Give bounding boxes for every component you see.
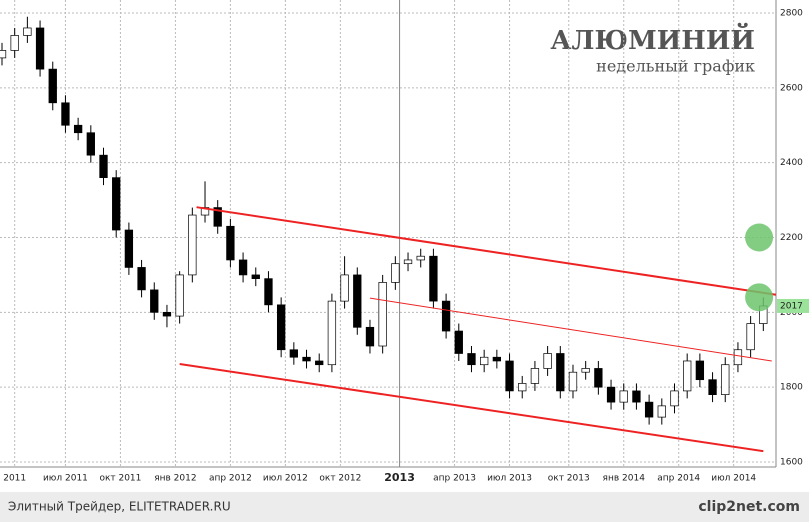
plot-area: 16001800200022002400260028002011июл 2011… — [0, 0, 803, 484]
x-tick-label: июл 2013 — [487, 474, 532, 484]
x-tick-label: окт 2012 — [319, 474, 361, 484]
y-tick-label: 2400 — [780, 158, 803, 168]
y-tick-label: 1600 — [780, 458, 803, 468]
candle-body — [264, 278, 273, 306]
candle-body — [48, 68, 57, 104]
candle-body — [454, 330, 463, 354]
candle-body — [302, 356, 311, 362]
candle-body — [124, 229, 134, 268]
candle-body — [175, 274, 184, 317]
candle-body — [289, 349, 298, 358]
candle-body — [670, 390, 679, 407]
y-tick-label: 1800 — [780, 383, 803, 393]
candle-body — [632, 390, 641, 403]
x-tick-label: июл 2011 — [43, 474, 88, 484]
candle-body — [695, 360, 705, 381]
candle-body — [99, 154, 108, 178]
x-tick-label: янв 2014 — [603, 474, 646, 484]
x-tick-label: окт 2013 — [548, 474, 590, 484]
trend-line — [369, 297, 772, 362]
candle-body — [137, 267, 146, 291]
candle-body — [746, 323, 755, 351]
candle-body — [429, 255, 438, 302]
y-tick-label: 2200 — [780, 233, 803, 243]
y-tick-label: 2600 — [780, 83, 803, 93]
candle-body — [391, 263, 400, 283]
candle-body — [162, 311, 172, 317]
marker-circle — [745, 223, 774, 252]
candle-body — [353, 274, 362, 328]
logo: clip2net.com — [698, 499, 800, 515]
last-price-box — [777, 298, 809, 313]
candle-body — [708, 379, 717, 395]
candle-body — [721, 364, 730, 396]
x-tick-label: апр 2014 — [657, 474, 700, 484]
candle-body — [403, 259, 413, 265]
candle-body — [606, 386, 616, 403]
trend-line — [179, 362, 764, 453]
candle-body — [416, 255, 425, 261]
candle-body — [327, 300, 337, 366]
candle-body — [378, 282, 387, 347]
candle-body — [365, 326, 375, 347]
candle-body — [150, 289, 159, 313]
x-tick-label: июл 2012 — [263, 474, 308, 484]
candle-body — [556, 353, 565, 392]
candle-body — [492, 356, 502, 362]
x-tick-label: апр 2013 — [433, 474, 476, 484]
candle-body — [226, 225, 235, 261]
candle-body — [315, 360, 324, 366]
candle-body — [441, 300, 451, 332]
candle-body — [238, 259, 248, 276]
candle-body — [276, 304, 286, 351]
trend-line — [196, 206, 777, 296]
x-tick-label: 2011 — [3, 474, 26, 484]
candle-body — [581, 368, 590, 373]
candle-body — [23, 27, 32, 36]
candle-body — [733, 349, 743, 366]
chart-title: АЛЮМИНИЙ — [550, 23, 755, 56]
footer-bar — [0, 492, 809, 522]
candle-body — [518, 383, 527, 392]
candle-body — [619, 390, 628, 403]
candle-body — [112, 177, 121, 231]
candle-body — [657, 405, 666, 418]
candle-body — [251, 274, 260, 280]
candle-body — [530, 368, 540, 384]
candle-body — [683, 360, 692, 392]
x-tick-label: янв 2012 — [154, 474, 196, 484]
last-price-label: 2017 — [780, 301, 803, 311]
chart-subtitle: недельный график — [596, 57, 755, 76]
marker-circle — [745, 283, 774, 312]
candle-body — [505, 360, 514, 392]
candle-body — [0, 50, 7, 59]
candle-body — [644, 401, 654, 418]
candle-body — [467, 353, 476, 366]
candle-body — [340, 274, 349, 302]
x-tick-label: апр 2012 — [209, 474, 252, 484]
candle-body — [568, 371, 578, 392]
candle-body — [86, 132, 95, 156]
candle-body — [480, 356, 489, 366]
footer-text: Элитный Трейдер, ELITETRADER.RU — [8, 500, 231, 514]
candle-body — [61, 102, 70, 126]
x-tick-label: окт 2011 — [99, 474, 141, 484]
candle-body — [188, 214, 197, 276]
candle-body — [73, 124, 83, 134]
x-tick-label: 2013 — [384, 471, 415, 484]
candle-body — [594, 368, 603, 388]
candle-body — [10, 35, 19, 51]
candle-body — [543, 353, 552, 369]
candle-body — [35, 27, 45, 70]
y-tick-label: 2800 — [780, 9, 803, 19]
candle-body — [213, 207, 222, 227]
x-tick-label: июл 2014 — [711, 474, 756, 484]
